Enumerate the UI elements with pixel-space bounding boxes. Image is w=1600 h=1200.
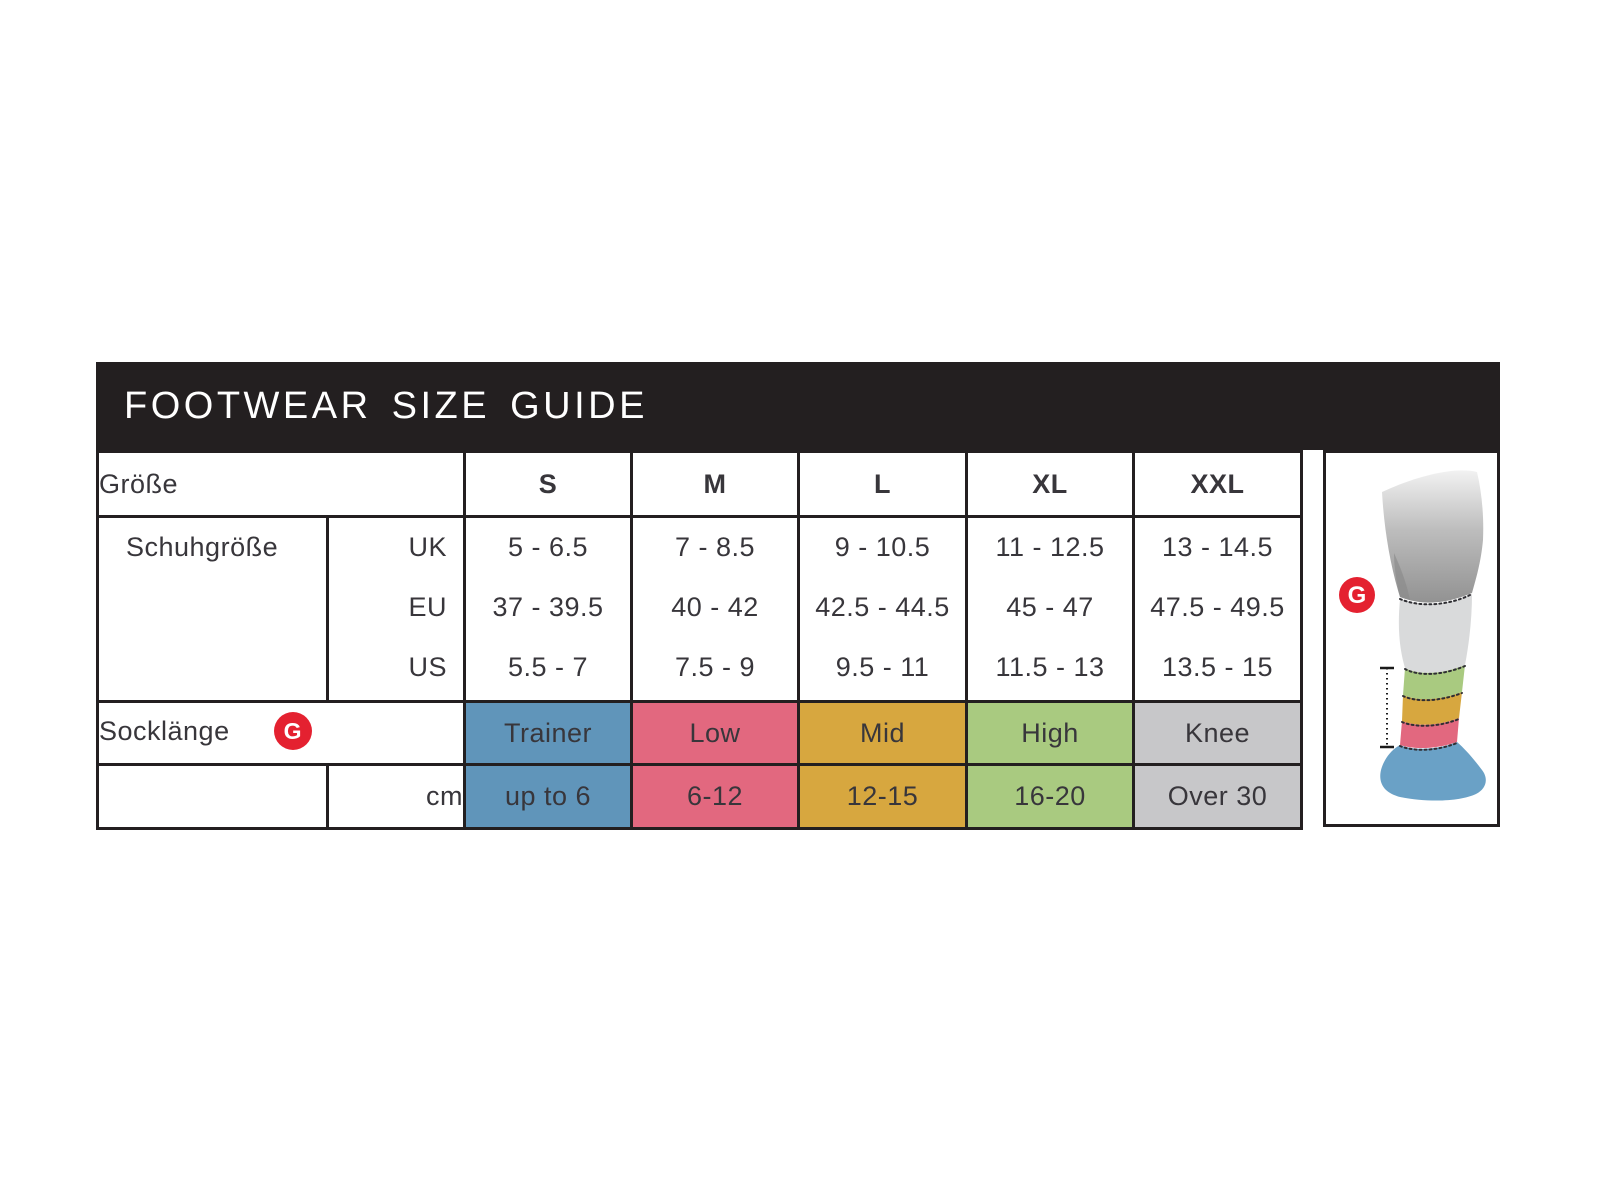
sock-zone-knee <box>1398 594 1472 673</box>
g-badge-illustration-circle <box>1339 577 1375 613</box>
shoe-size-label: Schuhgröße <box>126 532 279 563</box>
sock-length-cell-knee: Knee <box>1132 700 1303 766</box>
size-header-xxl: XXL <box>1132 450 1303 518</box>
leg-thigh <box>1382 470 1484 603</box>
title-bar: FOOTWEAR SIZE GUIDE <box>96 362 1500 450</box>
table-row-shoe-sizes: Schuhgröße UK EU US 5 - 6.5 37 - 39.5 5.… <box>96 515 1303 703</box>
shoe-size-label-cell: Schuhgröße <box>96 515 329 703</box>
sock-length-cell-mid: Mid <box>797 700 968 766</box>
sock-length-label: Socklänge <box>99 716 230 747</box>
knee-stitch-line <box>1399 593 1473 606</box>
size-header-m: M <box>630 450 800 518</box>
sock-length-cell-low: Low <box>630 700 800 766</box>
sock-length-label-cell: Socklänge G <box>96 700 466 766</box>
cm-cell-mid: 12-15 <box>797 763 968 830</box>
leg-illustration-svg: G <box>1339 470 1486 801</box>
shoe-size-col-s: 5 - 6.5 37 - 39.5 5.5 - 7 <box>463 515 633 703</box>
cm-cell-low: 6-12 <box>630 763 800 830</box>
ankle-stitch-line <box>1399 742 1458 751</box>
shoe-size-systems-cell: UK EU US <box>326 515 466 703</box>
system-us: US <box>408 651 447 682</box>
sock-length-cell-high: High <box>965 700 1135 766</box>
page-title: FOOTWEAR SIZE GUIDE <box>124 384 648 427</box>
table-row-sizes: Größe S M L XL XXL <box>96 450 1303 518</box>
high-stitch-line <box>1404 665 1466 675</box>
cm-cell-trainer: up to 6 <box>463 763 633 830</box>
table-row-cm: cm up to 6 6-12 12-15 16-20 Over 30 <box>96 763 1303 830</box>
size-guide-table: Größe S M L XL XXL Schuhgröße UK EU US <box>96 450 1303 830</box>
cm-empty-cell <box>96 763 329 830</box>
shoe-size-col-l: 9 - 10.5 42.5 - 44.5 9.5 - 11 <box>797 515 968 703</box>
shoe-size-col-xl: 11 - 12.5 45 - 47 11.5 - 13 <box>965 515 1135 703</box>
size-header-s: S <box>463 450 633 518</box>
mid-stitch-line <box>1402 692 1463 702</box>
table-row-sock-length: Socklänge G Trainer Low Mid High Knee <box>96 700 1303 766</box>
size-header-l: L <box>797 450 968 518</box>
system-eu: EU <box>408 592 447 622</box>
system-uk: UK <box>408 532 447 563</box>
sock-length-leg-illustration: G <box>1323 450 1500 827</box>
size-row-label: Größe <box>96 450 466 518</box>
cm-cell-knee: Over 30 <box>1132 763 1303 830</box>
shoe-size-col-m: 7 - 8.5 40 - 42 7.5 - 9 <box>630 515 800 703</box>
g-badge: G <box>273 712 312 750</box>
knee-shadow <box>1394 553 1410 600</box>
g-badge-illustration: G <box>1348 582 1367 609</box>
shoe-size-col-xxl: 13 - 14.5 47.5 - 49.5 13.5 - 15 <box>1132 515 1303 703</box>
cm-unit-label: cm <box>326 763 466 830</box>
size-header-xl: XL <box>965 450 1135 518</box>
sock-zone-low <box>1400 718 1459 749</box>
low-stitch-line <box>1401 718 1460 727</box>
cm-cell-high: 16-20 <box>965 763 1135 830</box>
footwear-size-guide-sheet: FOOTWEAR SIZE GUIDE Größe S M L XL XXL S… <box>96 362 1500 830</box>
sock-length-cell-trainer: Trainer <box>463 700 633 766</box>
sock-zone-trainer-foot <box>1380 742 1486 801</box>
